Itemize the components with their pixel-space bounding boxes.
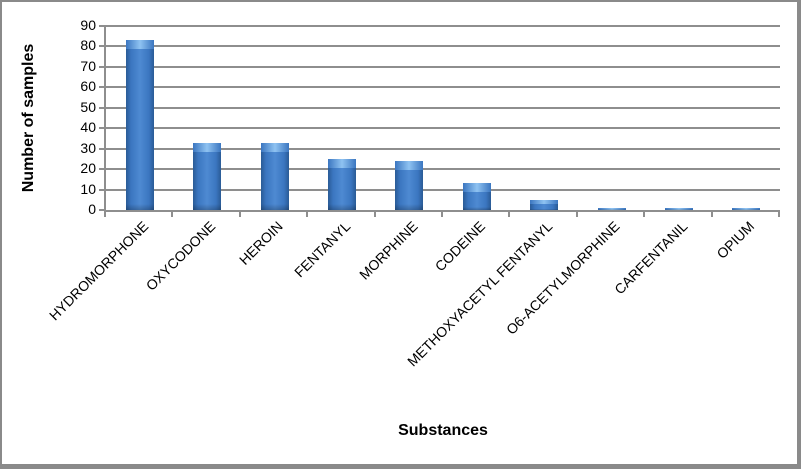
bar-bottom-bevel (395, 204, 423, 210)
y-tick-mark (99, 106, 106, 109)
bar (261, 143, 289, 210)
bar-top-bevel (732, 208, 760, 210)
category-label: HEROIN (235, 218, 286, 268)
x-tick-mark (306, 210, 309, 217)
bar-bottom-bevel (463, 207, 491, 210)
bar (598, 208, 626, 210)
bar (732, 208, 760, 210)
category-label: FENTANYL (290, 218, 354, 281)
y-tick-mark (99, 45, 106, 48)
gridline (106, 45, 780, 48)
x-tick-mark (643, 210, 646, 217)
y-axis-line (104, 26, 106, 212)
bar (193, 143, 221, 210)
y-tick-mark (99, 127, 106, 130)
y-tick-label: 40 (80, 119, 96, 136)
y-tick-label: 80 (80, 37, 96, 54)
y-axis-title: Number of samples (10, 26, 48, 210)
y-tick-mark (99, 188, 106, 191)
bar-top-bevel (126, 40, 154, 49)
x-tick-mark (171, 210, 174, 217)
x-axis-title: Substances (398, 422, 488, 439)
x-tick-mark (104, 210, 106, 217)
category-label: METHOXYACETYL FENTANYL (404, 218, 556, 370)
bar-bottom-bevel (665, 209, 693, 210)
x-tick-mark (238, 210, 241, 217)
bar-top-bevel (261, 143, 289, 152)
bar-bottom-bevel (193, 204, 221, 210)
category-label: MORPHINE (355, 218, 421, 283)
bar (665, 208, 693, 210)
gridline (106, 25, 780, 27)
bar (126, 40, 154, 210)
bar-top-bevel (665, 208, 693, 210)
x-tick-mark (373, 210, 376, 217)
y-tick-mark (99, 209, 106, 211)
bar-top-bevel (463, 183, 491, 192)
category-label: HYDROMORPHONE (45, 218, 152, 324)
bar-bottom-bevel (598, 209, 626, 210)
bar (328, 159, 356, 210)
category-label: CARFENTANIL (610, 218, 691, 298)
y-tick-mark (99, 147, 106, 150)
y-tick-label: 60 (80, 78, 96, 95)
category-label: O6-ACETYLMORPHINE (503, 218, 623, 338)
bar-top-bevel (395, 161, 423, 170)
y-tick-label: 20 (80, 160, 96, 177)
bar (395, 161, 423, 210)
gridline (106, 65, 780, 68)
bar (530, 200, 558, 210)
gridline (106, 86, 780, 89)
y-tick-label: 50 (80, 98, 96, 115)
gridline (106, 168, 780, 171)
y-tick-label: 10 (80, 180, 96, 197)
y-axis-title-text: Number of samples (20, 43, 38, 193)
y-tick-label: 70 (80, 57, 96, 74)
bar-bottom-bevel (126, 204, 154, 210)
x-tick-mark (710, 210, 713, 217)
gridline (106, 127, 780, 130)
y-tick-label: 30 (80, 139, 96, 156)
bar-bottom-bevel (732, 209, 760, 210)
bar-bottom-bevel (530, 209, 558, 210)
bar-top-bevel (193, 143, 221, 152)
x-tick-mark (508, 210, 511, 217)
bar-top-bevel (530, 200, 558, 204)
y-tick-mark (99, 168, 106, 171)
x-tick-mark (778, 210, 780, 217)
category-label: CODEINE (431, 218, 489, 275)
y-tick-label: 0 (88, 201, 96, 217)
y-tick-mark (99, 25, 106, 27)
y-tick-mark (99, 65, 106, 68)
bar-bottom-bevel (328, 204, 356, 210)
bar (463, 183, 491, 210)
y-tick-mark (99, 86, 106, 89)
x-tick-mark (441, 210, 443, 217)
gridline (106, 147, 780, 150)
bar-top-bevel (598, 208, 626, 210)
x-tick-mark (575, 210, 578, 217)
bar-bottom-bevel (261, 204, 289, 210)
category-label: OXYCODONE (142, 218, 219, 294)
y-tick-label: 90 (80, 17, 96, 33)
category-label: OPIUM (713, 218, 758, 262)
gridline (106, 106, 780, 109)
gridline (106, 188, 780, 191)
bar-top-bevel (328, 159, 356, 168)
